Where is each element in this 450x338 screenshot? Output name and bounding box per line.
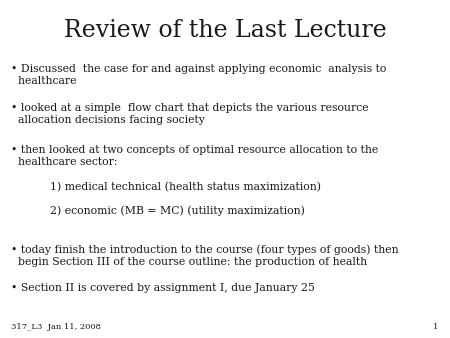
Text: • today finish the introduction to the course (four types of goods) then
  begin: • today finish the introduction to the c… xyxy=(11,244,399,267)
Text: • Section II is covered by assignment I, due January 25: • Section II is covered by assignment I,… xyxy=(11,283,315,293)
Text: 317_L3  Jan 11, 2008: 317_L3 Jan 11, 2008 xyxy=(11,322,101,331)
Text: 2) economic (MB = MC) (utility maximization): 2) economic (MB = MC) (utility maximizat… xyxy=(50,205,304,216)
Text: Review of the Last Lecture: Review of the Last Lecture xyxy=(63,19,387,42)
Text: • looked at a simple  flow chart that depicts the various resource
  allocation : • looked at a simple flow chart that dep… xyxy=(11,103,369,125)
Text: 1) medical technical (health status maximization): 1) medical technical (health status maxi… xyxy=(50,182,320,192)
Text: • Discussed  the case for and against applying economic  analysis to
  healthcar: • Discussed the case for and against app… xyxy=(11,64,387,86)
Text: 1: 1 xyxy=(433,322,439,331)
Text: • then looked at two concepts of optimal resource allocation to the
  healthcare: • then looked at two concepts of optimal… xyxy=(11,145,378,167)
